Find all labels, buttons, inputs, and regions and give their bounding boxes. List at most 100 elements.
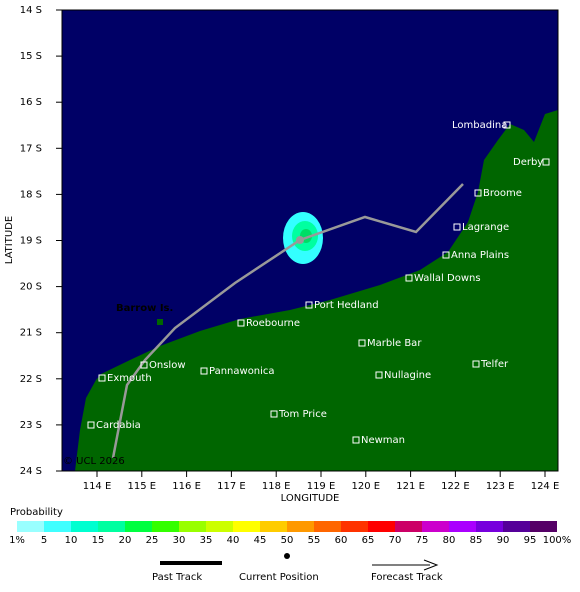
island-label: Barrow Is. xyxy=(116,303,173,314)
legend-label: 65 xyxy=(362,535,375,546)
place-marker xyxy=(442,251,450,259)
place-label: Nullagine xyxy=(384,370,431,381)
lat-tick-label: 17 S xyxy=(20,143,42,154)
track xyxy=(111,183,464,459)
land xyxy=(75,110,558,471)
legend-label: 50 xyxy=(281,535,294,546)
legend-swatch xyxy=(44,521,71,532)
current-position xyxy=(296,236,304,244)
place-label: Telfer xyxy=(480,359,509,370)
legend-swatch xyxy=(314,521,341,532)
place-label: Tom Price xyxy=(278,409,327,420)
island-shape xyxy=(157,319,163,325)
place-label: Pannawonica xyxy=(209,366,275,377)
legend-label: 10 xyxy=(65,535,78,546)
legend-label: 35 xyxy=(200,535,213,546)
legend-swatch xyxy=(530,521,557,532)
place-marker xyxy=(542,158,550,166)
legend-label: 1% xyxy=(9,535,25,546)
place-marker xyxy=(237,319,245,327)
forecast-arrow-head xyxy=(423,559,439,571)
legend-label: 55 xyxy=(308,535,321,546)
place-marker xyxy=(270,410,278,418)
lon-tick-label: 119 E xyxy=(307,481,336,492)
lat-tick-label: 22 S xyxy=(20,374,42,385)
legend-swatch xyxy=(341,521,368,532)
legend-label: 15 xyxy=(92,535,105,546)
legend-swatch xyxy=(152,521,179,532)
lon-tick-label: 118 E xyxy=(262,481,291,492)
place-label: Newman xyxy=(361,435,405,446)
place-marker xyxy=(305,301,313,309)
place-label: Marble Bar xyxy=(367,338,422,349)
legend-label: 85 xyxy=(470,535,483,546)
lon-tick-label: 123 E xyxy=(486,481,515,492)
legend-swatch xyxy=(125,521,152,532)
place-marker xyxy=(375,371,383,379)
place-marker xyxy=(405,274,413,282)
legend-label: 90 xyxy=(497,535,510,546)
place-label: Derby xyxy=(513,157,543,168)
legend-swatch xyxy=(179,521,206,532)
lon-tick-label: 114 E xyxy=(83,481,112,492)
lon-tick-label: 120 E xyxy=(352,481,381,492)
lat-tick-label: 18 S xyxy=(20,189,42,200)
place-marker xyxy=(474,189,482,197)
legend-swatch xyxy=(206,521,233,532)
legend-label: 75 xyxy=(416,535,429,546)
place-label: Wallal Downs xyxy=(414,273,481,284)
legend-label: 40 xyxy=(227,535,240,546)
legend-swatch xyxy=(98,521,125,532)
legend-swatch xyxy=(476,521,503,532)
lon-tick-label: 122 E xyxy=(441,481,470,492)
place-marker xyxy=(140,361,148,369)
lat-tick-label: 23 S xyxy=(20,420,42,431)
legend-label: 45 xyxy=(254,535,267,546)
legend-label: 70 xyxy=(389,535,402,546)
legend-label: 30 xyxy=(173,535,186,546)
place-label: Onslow xyxy=(149,360,186,371)
lon-tick-label: 116 E xyxy=(172,481,201,492)
legend-swatch xyxy=(233,521,260,532)
legend-swatch xyxy=(368,521,395,532)
legend-swatch xyxy=(17,521,44,532)
place-marker xyxy=(453,223,461,231)
legend-label: 95 xyxy=(524,535,537,546)
lat-tick-label: 16 S xyxy=(20,97,42,108)
lat-tick-label: 20 S xyxy=(20,282,42,293)
legend-label: 20 xyxy=(119,535,132,546)
legend-title: Probability xyxy=(10,507,63,518)
place-marker xyxy=(352,436,360,444)
place-label: Lagrange xyxy=(462,222,509,233)
y-axis-label: LATITUDE xyxy=(4,216,15,264)
lon-tick-label: 121 E xyxy=(396,481,425,492)
legend-swatch xyxy=(287,521,314,532)
place-marker xyxy=(200,367,208,375)
place-label: Roebourne xyxy=(246,318,300,329)
lat-tick-label: 19 S xyxy=(20,236,42,247)
legend-label: 5 xyxy=(41,535,47,546)
legend-current-position: Current Position xyxy=(239,572,319,583)
place-label: Anna Plains xyxy=(451,250,509,261)
legend-swatch xyxy=(260,521,287,532)
lon-tick-label: 115 E xyxy=(128,481,157,492)
lat-tick-label: 24 S xyxy=(20,466,42,477)
lon-tick-label: 117 E xyxy=(217,481,246,492)
lon-tick-label: 124 E xyxy=(531,481,560,492)
place-marker xyxy=(472,360,480,368)
current-position-key xyxy=(284,553,290,559)
place-marker xyxy=(503,121,511,129)
legend-forecast-track: Forecast Track xyxy=(371,572,443,583)
legend-label: 60 xyxy=(335,535,348,546)
lat-tick-label: 14 S xyxy=(20,5,42,16)
place-label: Exmouth xyxy=(107,373,152,384)
place-label: Cardabia xyxy=(96,420,141,431)
legend-label: 80 xyxy=(443,535,456,546)
place-label: Lombadina xyxy=(452,120,507,131)
legend-past-track: Past Track xyxy=(152,572,202,583)
legend-label: 25 xyxy=(146,535,159,546)
place-marker xyxy=(98,374,106,382)
legend-swatch xyxy=(503,521,530,532)
